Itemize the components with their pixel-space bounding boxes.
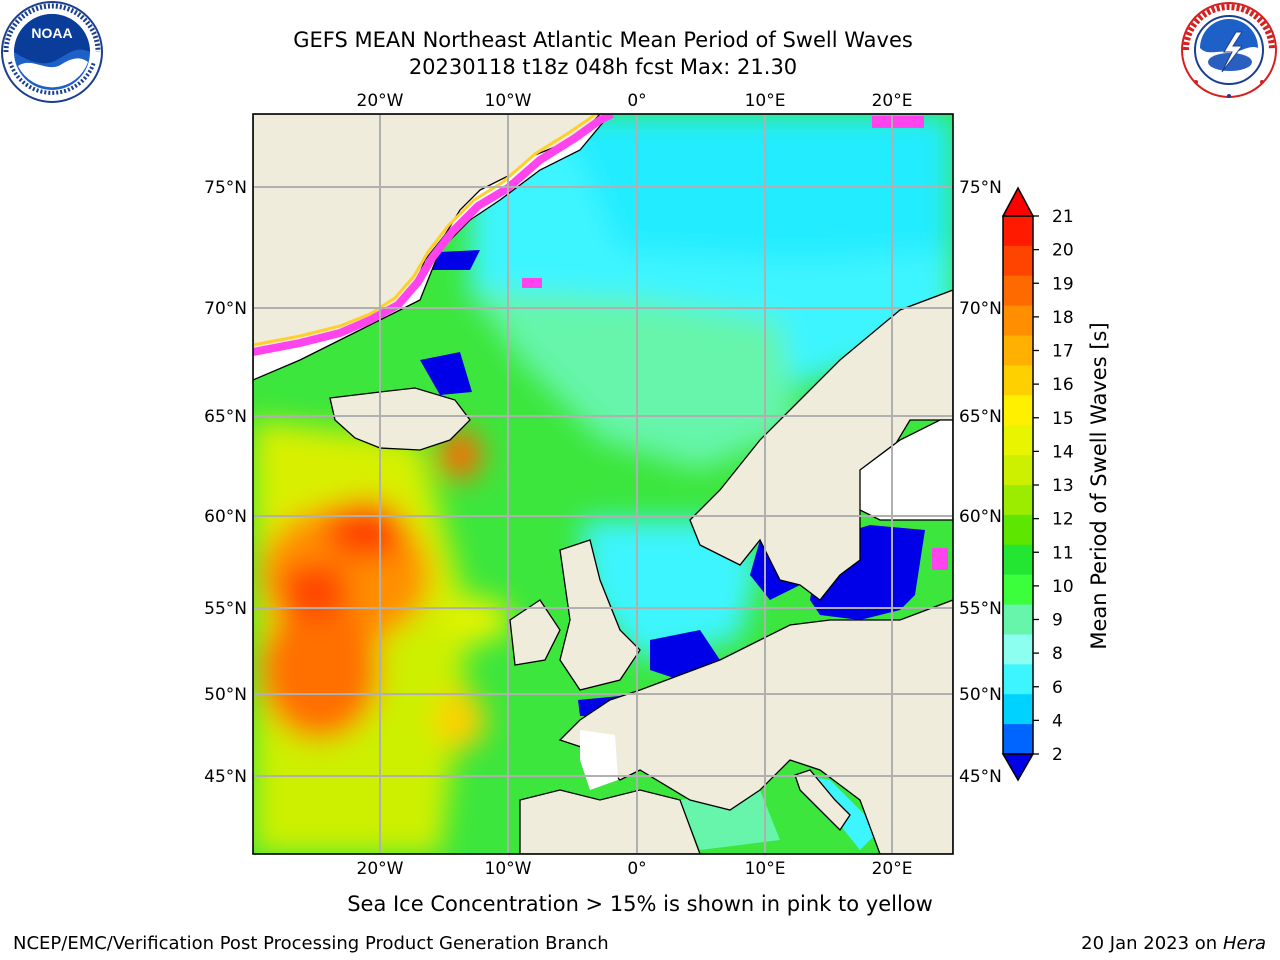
colorbar-segment <box>1003 485 1033 516</box>
colorbar-tick-label: 16 <box>1052 375 1074 395</box>
jan-mayen-ice <box>522 278 542 288</box>
colorbar-tick-label: 21 <box>1052 207 1074 227</box>
date-line: 20 Jan 2023 on Hera <box>1081 933 1266 954</box>
lon-tick-label-bottom: 20°W <box>357 859 404 879</box>
lat-tick-label-right: 60°N <box>959 507 1002 527</box>
shallow-area <box>420 352 472 395</box>
map-tick-labels: 20°W 10°W 0° 10°E 20°E 20°W 10°W 0° 10°E 20°E 75°N… <box>204 91 1002 879</box>
colorbar-under-arrow <box>1001 753 1035 782</box>
colorbar-segment <box>1003 694 1033 725</box>
great-britain <box>559 539 641 691</box>
colorbar-segment <box>1003 425 1033 456</box>
figure-title: GEFS MEAN Northeast Atlantic Mean Period… <box>293 28 913 52</box>
colorbar-segment <box>1003 634 1033 665</box>
colorbar-tick-label: 6 <box>1052 678 1063 698</box>
lon-tick-label-top: 0° <box>627 91 646 111</box>
colorbar-label: Mean Period of Swell Waves [s] <box>1087 322 1111 649</box>
colorbar-over-arrow <box>1001 186 1035 217</box>
colorbar-segment <box>1003 395 1033 426</box>
colorbar-segment <box>1003 455 1033 486</box>
forecast-subtitle: 20230118 t18z 048h fcst Max: 21.30 <box>408 55 798 79</box>
swell-period-field <box>253 114 953 854</box>
colorbar-segment <box>1003 604 1033 635</box>
lat-tick-label-left: 45°N <box>204 767 247 787</box>
colorbar-segment <box>1003 305 1033 337</box>
lat-tick-label-right: 50°N <box>959 685 1002 705</box>
mediterranean-field <box>680 790 780 850</box>
colorbar-segment <box>1003 574 1033 606</box>
host-name: Hera <box>1222 933 1266 954</box>
map-frame <box>252 113 954 855</box>
colorbar-segment <box>1003 216 1033 247</box>
nws-logo <box>1181 2 1277 98</box>
continental-europe <box>558 599 953 854</box>
lon-tick-label-bottom: 10°W <box>485 859 532 879</box>
sea-ice-edge-inner <box>253 114 597 347</box>
colorbar-tick-label: 19 <box>1052 274 1074 294</box>
colorbar-tick-label: 12 <box>1052 510 1074 530</box>
ireland <box>509 599 561 666</box>
lat-tick-label-left: 50°N <box>204 685 247 705</box>
colorbar-tick-label: 11 <box>1052 543 1074 563</box>
lat-tick-label-left: 75°N <box>204 178 247 198</box>
colorbar-segment <box>1003 724 1033 755</box>
map-gridlines <box>253 114 953 854</box>
sea-ice-note: Sea Ice Concentration > 15% is shown in … <box>347 892 933 916</box>
colorbar-segment <box>1003 275 1033 307</box>
lat-tick-label-right: 55°N <box>959 599 1002 619</box>
colorbar-segment <box>1003 335 1033 366</box>
svalbard-sea-ice <box>872 116 924 128</box>
gulf-of-finland-ice <box>932 548 948 570</box>
period-gradients <box>253 114 953 854</box>
colorbar-segment <box>1003 544 1033 576</box>
finland-gap <box>859 419 953 521</box>
noaa-logo: NOAA <box>1 1 103 103</box>
colorbar-tick-label: 9 <box>1052 611 1063 631</box>
sea-ice-edge <box>253 114 614 356</box>
lat-tick-label-left: 60°N <box>204 507 247 527</box>
lon-tick-label-top: 20°E <box>872 91 913 111</box>
lat-tick-label-right: 70°N <box>959 299 1002 319</box>
colorbar-tick-label: 4 <box>1052 711 1063 731</box>
lat-tick-label-right: 75°N <box>959 178 1002 198</box>
colorbar-segment <box>1003 664 1033 695</box>
lon-tick-label-top: 20°W <box>357 91 404 111</box>
colorbar-segment <box>1003 245 1033 277</box>
colorbar-tick-label: 18 <box>1052 308 1074 328</box>
colorbar-tick-label: 15 <box>1052 409 1074 429</box>
date-text: 20 Jan 2023 on <box>1081 933 1223 954</box>
colorbar-tick-label: 20 <box>1052 241 1074 261</box>
lat-tick-label-right: 65°N <box>959 407 1002 427</box>
lat-tick-label-left: 70°N <box>204 299 247 319</box>
colorbar: 21 20 19 18 17 16 15 14 13 12 11 10 9 8 6 4 2 <box>1001 186 1074 782</box>
colorbar-segment <box>1003 514 1033 546</box>
colorbar-tick-label: 8 <box>1052 644 1063 664</box>
colorbar-tick-label: 10 <box>1052 577 1074 597</box>
credit-line: NCEP/EMC/Verification Post Processing Pr… <box>13 933 609 954</box>
lon-tick-label-top: 10°W <box>485 91 532 111</box>
colorbar-tick-label: 14 <box>1052 442 1074 462</box>
lon-tick-label-top: 10°E <box>745 91 786 111</box>
iceland <box>329 387 471 451</box>
svg-text:NOAA: NOAA <box>31 25 72 41</box>
lat-tick-label-left: 65°N <box>204 407 247 427</box>
colorbar-tick-label: 17 <box>1052 342 1074 362</box>
iberia <box>519 789 701 854</box>
lon-tick-label-bottom: 10°E <box>745 859 786 879</box>
colorbar-tick-label: 13 <box>1052 476 1074 496</box>
lat-tick-label-right: 45°N <box>959 767 1002 787</box>
colorbar-segment <box>1003 365 1033 396</box>
colorbar-tick-label: 2 <box>1052 745 1063 765</box>
shallow-area <box>432 250 480 270</box>
lon-tick-label-bottom: 20°E <box>872 859 913 879</box>
lon-tick-label-bottom: 0° <box>627 859 646 879</box>
lat-tick-label-left: 55°N <box>204 599 247 619</box>
